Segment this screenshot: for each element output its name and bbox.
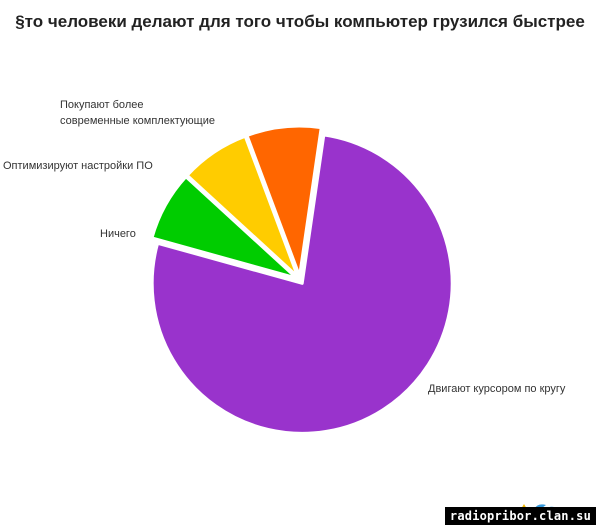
pie-slice-nichego: [150, 175, 299, 280]
pie-labels: Двигают курсором по кругу Ничего Оптимиз…: [3, 99, 566, 395]
slice-label-optimiziruyut: Оптимизируют настройки ПО: [3, 160, 153, 172]
pie-slices: [150, 124, 454, 435]
chart-title: §то человеки делают для того чтобы компь…: [15, 12, 585, 31]
slice-label-nichego: Ничего: [100, 228, 136, 240]
pie-slice-dvigayut: [150, 133, 454, 435]
slice-label-dvigayut: Двигают курсором по кругу: [428, 383, 566, 395]
pie-slice-optimiziruyut: [185, 134, 300, 279]
watermark: radiopribor.clan.su: [444, 507, 596, 525]
pie-slice-pokupayut: [245, 124, 323, 278]
slice-label-pokupayut: Покупают более современные комплектующие: [60, 99, 215, 127]
